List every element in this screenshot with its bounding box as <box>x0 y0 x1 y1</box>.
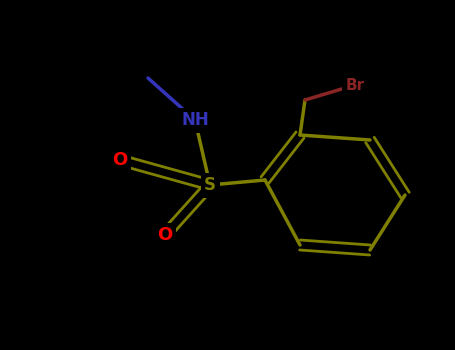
Text: Br: Br <box>345 77 364 92</box>
Text: O: O <box>112 151 127 169</box>
Text: S: S <box>204 176 216 194</box>
Text: O: O <box>157 226 172 244</box>
Text: NH: NH <box>181 111 209 129</box>
